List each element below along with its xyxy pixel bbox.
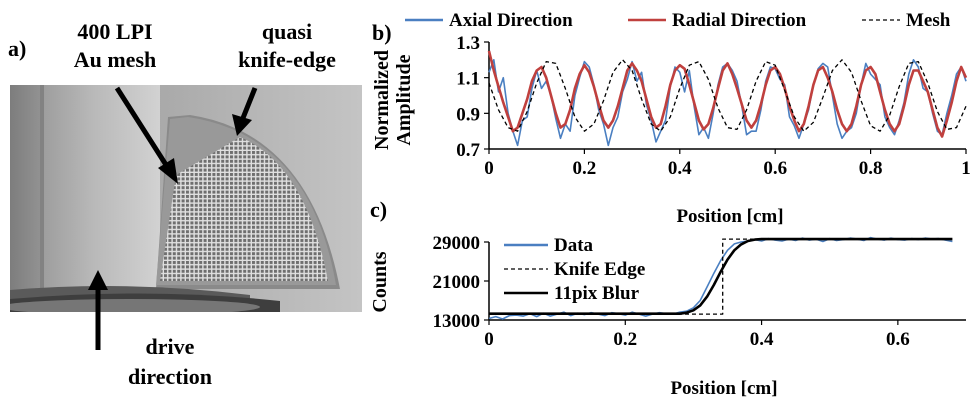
annotation-edge-line2: knife-edge [238,47,336,72]
annotation-drive-line2: direction [128,364,212,389]
legend-label-radial-direction: Radial Direction [672,10,807,31]
legend-label-11pix-blur: 11pix Blur [554,283,640,304]
x-tick-label: 0.4 [668,158,692,179]
legend-label-knife-edge: Knife Edge [554,259,645,280]
x-tick-label: 0.6 [763,158,787,179]
annotation-mesh: 400 LPI Au mesh [60,18,170,74]
y-tick-label: 1.3 [456,33,480,54]
annotation-mesh-line1: 400 LPI [77,19,153,44]
photo-graphic [10,85,362,312]
x-tick-label: 0.6 [886,329,910,350]
annotation-drive-line1: drive [145,334,195,359]
annotation-drive: drive direction [110,332,230,392]
chart-b-xlabel: Position [cm] [676,206,783,227]
panel-c-label: c) [370,197,387,222]
legend-label-data: Data [554,235,594,256]
x-tick-label: 0.4 [750,329,774,350]
chart-b-plot-area [487,50,968,147]
panel-a-label: a) [8,36,27,61]
chart-b-axes: 0 0.2 0.4 0.6 0.8 1 0.7 0.9 1.1 1.3 [456,33,971,179]
y-tick-label: 29000 [433,233,481,254]
chart-c-axes: 0 0.2 0.4 0.6 13000 21000 29000 [433,233,966,350]
chart-c-plot-area [488,236,953,320]
x-tick-label: 0.2 [573,158,597,179]
panel-b-label: b) [372,20,392,45]
annotation-edge-line1: quasi [261,19,313,44]
chart-c-xlabel: Position [cm] [670,378,777,399]
series-line-mesh [488,59,967,132]
chart-b-ylabel-1: Normalized [371,50,393,150]
panel-a-photo [10,85,362,312]
series-line-11pix-blur [489,237,953,316]
y-tick-label: 13000 [433,311,481,332]
x-tick-label: 0.8 [859,158,883,179]
chart-c-legend: Data Knife Edge 11pix Blur [504,235,645,304]
legend-label-mesh: Mesh [906,10,951,31]
annotation-mesh-line2: Au mesh [73,47,157,72]
y-tick-label: 21000 [433,272,481,293]
x-tick-label: 0 [484,329,494,350]
y-tick-label: 0.7 [456,140,480,161]
chart-c-ylabel: Counts [369,251,391,312]
series-line-radial-direction [487,50,968,138]
x-tick-label: 1 [961,158,971,179]
chart-b-legend: Axial Direction Radial Direction Mesh [405,10,951,31]
x-tick-label: 0.2 [613,329,637,350]
annotation-edge: quasi knife-edge [232,18,342,74]
x-tick-label: 0 [484,158,494,179]
chart-b-ylabel-2: Amplitude [393,54,415,145]
y-tick-label: 1.1 [456,69,480,90]
y-tick-label: 0.9 [456,104,480,125]
legend-label-axial-direction: Axial Direction [449,10,573,31]
